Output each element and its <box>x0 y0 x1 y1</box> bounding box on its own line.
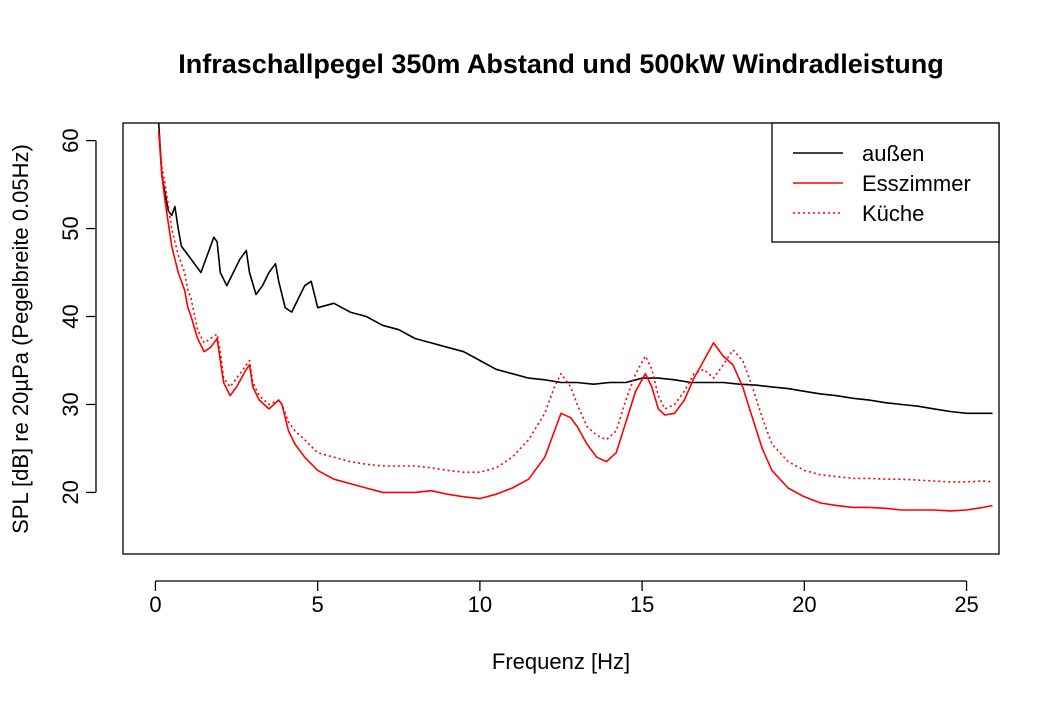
legend-label-2: Esszimmer <box>862 171 971 196</box>
y-tick-label: 50 <box>58 216 83 240</box>
legend-label-1: außen <box>862 141 924 166</box>
y-tick-label: 30 <box>58 392 83 416</box>
chart-title: Infraschallpegel 350m Abstand und 500kW … <box>178 49 943 79</box>
x-tick-label: 0 <box>149 592 161 617</box>
series-layer <box>157 123 993 512</box>
x-tick-label: 10 <box>468 592 492 617</box>
series-line-2 <box>157 131 993 512</box>
x-tick-label: 15 <box>630 592 654 617</box>
legend-label-3: Küche <box>862 201 924 226</box>
x-axis: 0 5 10 15 20 25 <box>149 580 979 617</box>
y-tick-label: 40 <box>58 304 83 328</box>
plot-box <box>122 122 1000 555</box>
x-tick-label: 5 <box>312 592 324 617</box>
series-line-1 <box>157 123 993 415</box>
y-axis: 20 30 40 50 60 <box>58 128 97 505</box>
x-axis-label: Frequenz [Hz] <box>492 649 630 674</box>
x-tick-label: 25 <box>954 592 978 617</box>
y-tick-label: 20 <box>58 480 83 504</box>
y-tick-label: 60 <box>58 128 83 152</box>
y-axis-label: SPL [dB] re 20µPa (Pegelbreite 0.05Hz) <box>8 144 33 534</box>
legend: außen Esszimmer Küche <box>771 122 1000 243</box>
x-tick-label: 20 <box>792 592 816 617</box>
